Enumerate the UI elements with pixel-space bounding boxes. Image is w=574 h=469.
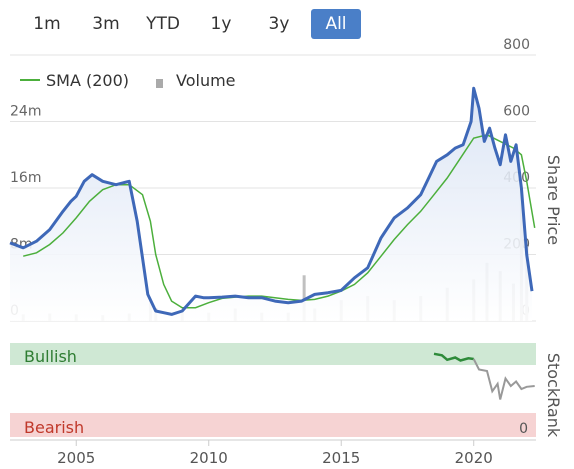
stockrank-bullish-line [433,352,474,362]
range-button-3m[interactable]: 3m [92,14,120,34]
bullish-label: Bullish [24,347,77,366]
range-button-ytd[interactable]: YTD [146,14,180,34]
price-area [10,88,532,321]
stockrank-zero-label: 0 [519,421,528,437]
price-line [9,86,534,316]
right-tick-label: 800 [503,37,530,53]
volume-legend-label[interactable]: Volume [176,71,236,90]
range-button-1y[interactable]: 1y [210,14,232,34]
x-tick-label: 2015 [322,449,360,467]
bearish-label: Bearish [24,418,84,437]
volume-legend-swatch [156,79,163,88]
x-axis-ticks: 2005 2010 2015 2020 [57,440,493,467]
range-button-all[interactable]: All [311,9,361,39]
share-price-axis-label: Share Price [544,155,563,245]
x-tick-label: 2005 [57,449,95,467]
range-button-3y[interactable]: 3y [268,14,290,34]
stockrank-line [472,358,535,400]
bullish-band [10,343,536,365]
left-tick-label: 24m [10,104,41,120]
stockrank-axis-label: StockRank [544,353,563,438]
range-selector: 1m 3m YTD 1y 3y All [0,0,574,50]
right-tick-label: 600 [503,104,530,120]
sma-legend-label[interactable]: SMA (200) [46,71,129,90]
left-tick-label: 16m [10,170,41,186]
bearish-band [10,413,536,437]
range-button-1m[interactable]: 1m [33,14,61,34]
x-tick-label: 2010 [190,449,228,467]
x-tick-label: 2020 [455,449,493,467]
